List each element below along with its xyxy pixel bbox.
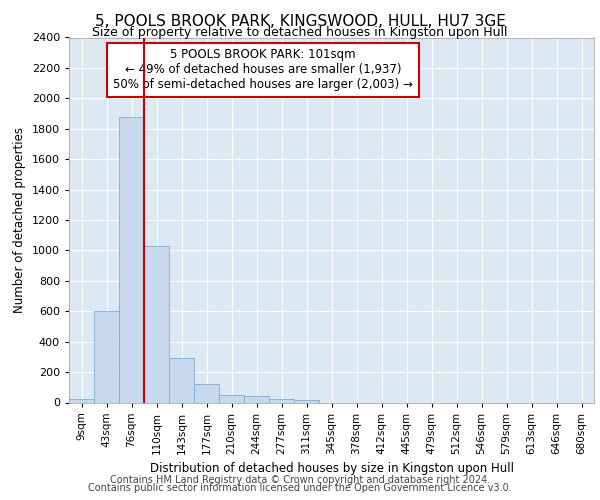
Bar bbox=[144, 246, 169, 402]
Bar bbox=[94, 311, 119, 402]
Text: Size of property relative to detached houses in Kingston upon Hull: Size of property relative to detached ho… bbox=[92, 26, 508, 39]
Bar bbox=[194, 384, 219, 402]
X-axis label: Distribution of detached houses by size in Kingston upon Hull: Distribution of detached houses by size … bbox=[149, 462, 514, 475]
Text: Contains HM Land Registry data © Crown copyright and database right 2024.: Contains HM Land Registry data © Crown c… bbox=[110, 475, 490, 485]
Text: Contains public sector information licensed under the Open Government Licence v3: Contains public sector information licen… bbox=[88, 483, 512, 493]
Bar bbox=[294, 400, 319, 402]
Bar bbox=[69, 400, 94, 402]
Bar bbox=[244, 396, 269, 402]
Bar bbox=[119, 116, 144, 403]
Text: 5 POOLS BROOK PARK: 101sqm
← 49% of detached houses are smaller (1,937)
50% of s: 5 POOLS BROOK PARK: 101sqm ← 49% of deta… bbox=[113, 48, 413, 92]
Bar bbox=[219, 395, 244, 402]
Text: 5, POOLS BROOK PARK, KINGSWOOD, HULL, HU7 3GE: 5, POOLS BROOK PARK, KINGSWOOD, HULL, HU… bbox=[95, 14, 505, 29]
Bar bbox=[169, 358, 194, 403]
Y-axis label: Number of detached properties: Number of detached properties bbox=[13, 127, 26, 313]
Bar bbox=[269, 398, 294, 402]
